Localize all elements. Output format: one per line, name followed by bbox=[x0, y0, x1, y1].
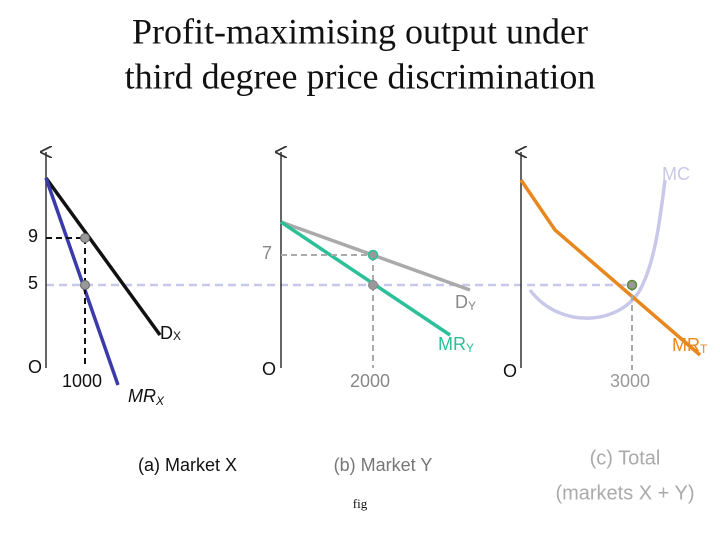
curve-label: MC bbox=[662, 164, 690, 184]
mc-curve bbox=[528, 179, 667, 320]
mr-curve bbox=[519, 179, 702, 357]
footer: fig bbox=[353, 496, 368, 511]
origin-label: O bbox=[503, 361, 517, 381]
quantity-label: 1000 bbox=[62, 371, 102, 391]
quantity-label: 2000 bbox=[350, 371, 390, 391]
point bbox=[80, 233, 90, 243]
price-label: 7 bbox=[262, 243, 272, 263]
origin-label: O bbox=[28, 357, 42, 377]
origin-label: O bbox=[262, 359, 276, 379]
title-line: Profit-maximising output under bbox=[132, 11, 588, 51]
curve-label: DX bbox=[160, 323, 181, 343]
demand-curve bbox=[44, 176, 162, 337]
title-line: third degree price discrimination bbox=[125, 56, 596, 96]
price-label: 9 bbox=[28, 226, 38, 246]
curve-label: MRX bbox=[128, 386, 165, 408]
curve-label: MRY bbox=[438, 334, 474, 355]
price-label: 5 bbox=[28, 273, 38, 293]
caption: (a) Market X bbox=[138, 455, 237, 475]
caption: (c) Total bbox=[590, 447, 661, 469]
caption: (markets X + Y) bbox=[555, 482, 694, 504]
point bbox=[367, 249, 379, 261]
point bbox=[80, 280, 90, 290]
caption: (b) Market Y bbox=[334, 455, 433, 475]
mr-curve bbox=[280, 220, 451, 337]
quantity-label: 3000 bbox=[610, 371, 650, 391]
point bbox=[626, 279, 638, 291]
point bbox=[368, 280, 378, 290]
curve-label: DY bbox=[455, 292, 476, 313]
curve-label: MRT bbox=[672, 335, 708, 356]
